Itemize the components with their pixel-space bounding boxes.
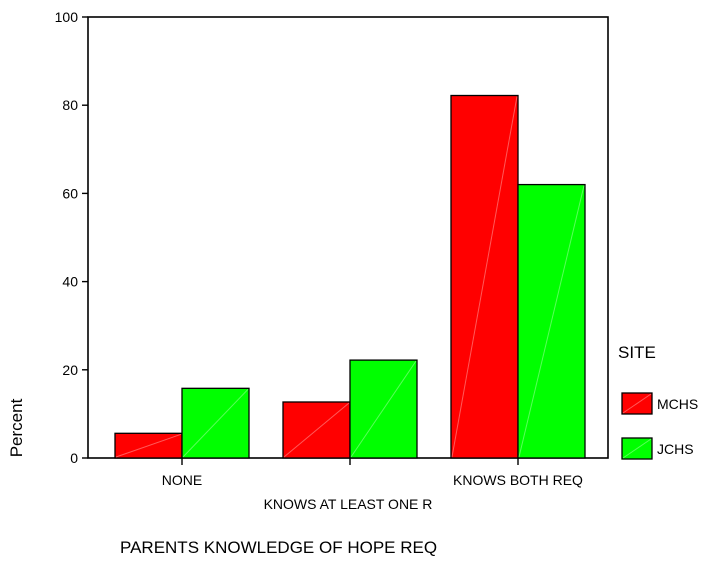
y-tick-label: 100 bbox=[55, 9, 79, 25]
bar bbox=[282, 401, 351, 459]
bars bbox=[114, 94, 586, 459]
legend-label-mchs: MCHS bbox=[657, 396, 698, 412]
bar bbox=[517, 183, 586, 459]
bar-mchs-2 bbox=[450, 94, 519, 459]
bar-shade bbox=[451, 96, 518, 458]
bar-jchs-0 bbox=[181, 387, 250, 459]
bar bbox=[181, 387, 250, 459]
bar-shade bbox=[115, 433, 182, 458]
legend: SITE MCHS JCHS bbox=[618, 343, 698, 460]
x-tick-label: KNOWS BOTH REQ bbox=[453, 472, 583, 488]
bar-jchs-2 bbox=[517, 183, 586, 459]
legend-title: SITE bbox=[618, 343, 656, 362]
y-axis: 0 20 40 60 80 100 bbox=[55, 9, 88, 466]
y-tick-label: 40 bbox=[62, 274, 78, 290]
bar-mchs-0 bbox=[114, 432, 183, 459]
bar-shade bbox=[182, 388, 249, 458]
y-tick-label: 20 bbox=[62, 362, 78, 378]
x-tick-label: NONE bbox=[162, 472, 202, 488]
legend-label-jchs: JCHS bbox=[657, 441, 694, 457]
y-tick-label: 0 bbox=[70, 450, 78, 466]
footer-title: PARENTS KNOWLEDGE OF HOPE REQ bbox=[120, 538, 437, 557]
bar-shade bbox=[350, 360, 417, 458]
y-tick-label: 80 bbox=[62, 97, 78, 113]
y-tick-label: 60 bbox=[62, 185, 78, 201]
bar-jchs-1 bbox=[349, 359, 418, 459]
legend-swatch-mchs bbox=[621, 392, 653, 415]
bar-shade bbox=[283, 402, 350, 458]
bar-mchs-1 bbox=[282, 401, 351, 459]
y-axis-title: Percent bbox=[7, 398, 26, 457]
x-axis: NONE KNOWS BOTH REQ bbox=[162, 458, 583, 488]
bar bbox=[349, 359, 418, 459]
x-axis-title: KNOWS AT LEAST ONE R bbox=[264, 496, 433, 512]
bar-shade bbox=[518, 185, 585, 458]
legend-swatch-jchs bbox=[621, 437, 653, 460]
